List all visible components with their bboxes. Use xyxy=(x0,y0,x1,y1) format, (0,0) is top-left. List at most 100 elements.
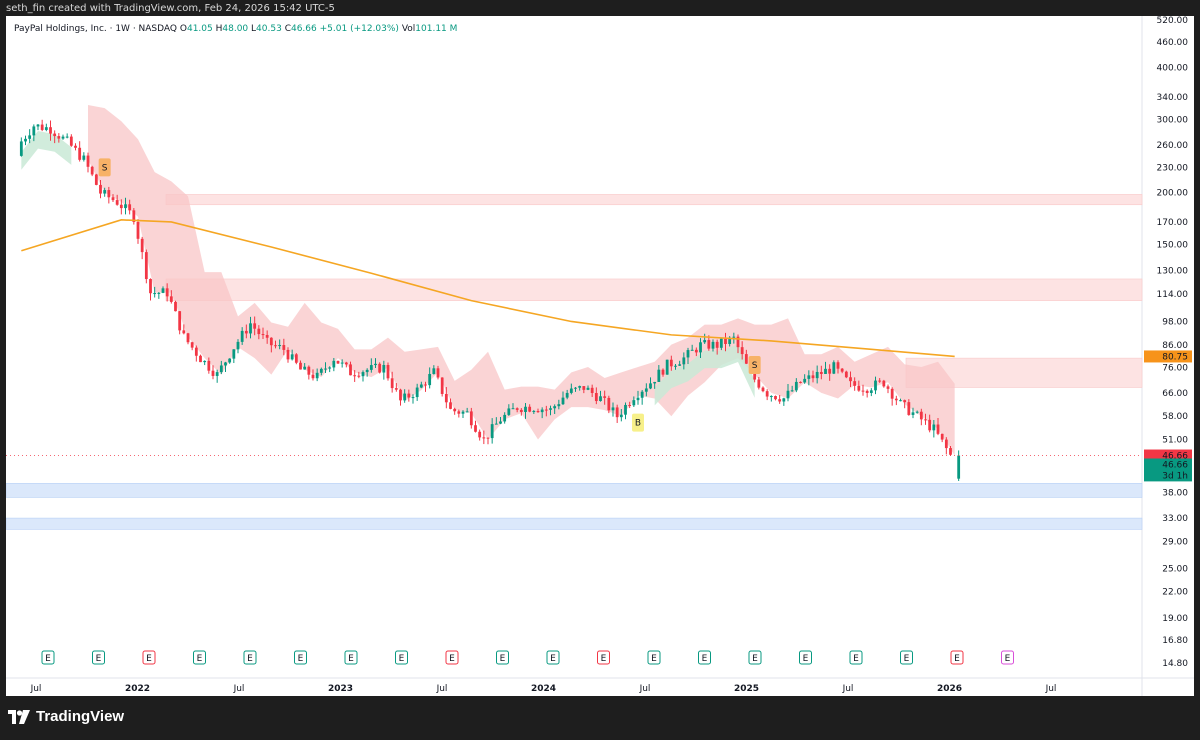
candle-body xyxy=(944,439,948,449)
earnings-icon[interactable] xyxy=(950,650,964,665)
candle-body xyxy=(828,368,832,374)
candle-body xyxy=(378,363,382,373)
earnings-icon[interactable] xyxy=(1001,650,1014,665)
earnings-icon[interactable] xyxy=(799,650,812,665)
open-value: 41.05 xyxy=(186,24,213,34)
earnings-icon-label: E xyxy=(651,654,657,664)
candle-body xyxy=(574,387,577,389)
candle-body xyxy=(765,391,769,397)
candle-body xyxy=(844,371,848,378)
close-label: C xyxy=(284,24,291,34)
earnings-icon[interactable] xyxy=(193,650,206,665)
candle-body xyxy=(440,377,444,394)
time-tick-label: 2023 xyxy=(328,684,353,694)
candle-body xyxy=(353,375,357,377)
candle-body xyxy=(24,138,27,142)
candle-body xyxy=(544,409,548,411)
earnings-icon[interactable] xyxy=(748,650,762,665)
candle-body xyxy=(57,136,61,139)
candle-body xyxy=(119,204,123,209)
earnings-icon[interactable] xyxy=(445,650,459,665)
price-chart[interactable]: S B S E E E E E E E E E E E E E E E E E E E E 520.00 460.00 400.0… xyxy=(6,16,1194,696)
candle-body xyxy=(636,397,640,401)
candle-body xyxy=(928,419,932,431)
candle-body xyxy=(182,330,186,334)
low-label: L xyxy=(251,24,257,34)
high-label: H xyxy=(215,24,223,34)
candle-body xyxy=(232,349,236,359)
candle-body xyxy=(674,365,677,367)
candle-body xyxy=(715,341,719,348)
candle-body xyxy=(178,311,182,331)
candle-body xyxy=(507,408,511,415)
earnings-icon[interactable] xyxy=(546,650,560,665)
earnings-icon[interactable] xyxy=(647,650,661,665)
candle-body xyxy=(40,124,44,130)
moving-average-line xyxy=(21,219,955,358)
candle-body xyxy=(490,424,494,439)
candle-body xyxy=(882,380,886,387)
candle-body xyxy=(561,397,565,405)
chart-area[interactable]: S B S E E E E E E E E E E E E E E E E E E E E 520.00 460.00 400.0… xyxy=(6,16,1194,696)
candle-body xyxy=(161,288,165,293)
candle-body xyxy=(449,402,452,409)
candle-body xyxy=(899,400,902,402)
signal-marker[interactable] xyxy=(632,413,644,432)
earnings-icon[interactable] xyxy=(294,650,307,665)
earnings-icon[interactable] xyxy=(597,650,610,665)
candle-body xyxy=(74,145,77,148)
earnings-icon[interactable] xyxy=(344,650,358,665)
candle-body xyxy=(499,421,502,424)
price-badge-label: 46.66 xyxy=(1162,452,1188,462)
candle-body xyxy=(53,133,57,137)
time-tick-label: 2022 xyxy=(125,684,150,694)
candle-body xyxy=(374,363,377,366)
candle-body xyxy=(19,141,23,156)
candle-body xyxy=(103,190,107,194)
plot-area[interactable] xyxy=(6,16,1142,678)
support-zone xyxy=(6,483,1143,498)
price-tick-label: 29.00 xyxy=(1162,537,1188,547)
symbol-title[interactable]: PayPal Holdings, Inc. · 1W · NASDAQ xyxy=(14,24,177,34)
price-tick-label: 66.00 xyxy=(1162,389,1188,399)
resistance-zone xyxy=(165,194,1143,206)
earnings-icon[interactable] xyxy=(849,650,863,665)
candle-body xyxy=(140,238,144,253)
candle-body xyxy=(282,345,286,350)
candle-body xyxy=(707,340,711,349)
candle-body xyxy=(711,341,715,349)
signal-marker[interactable] xyxy=(98,158,111,177)
candle-body xyxy=(319,368,323,373)
candle-body xyxy=(228,358,232,363)
price-badge xyxy=(1144,458,1192,471)
time-tick-label: Jul xyxy=(842,684,854,694)
earnings-icon-label: E xyxy=(1005,654,1011,664)
earnings-icon[interactable] xyxy=(92,650,105,665)
candle-body xyxy=(936,424,940,434)
candle-body xyxy=(144,252,148,280)
candle-body xyxy=(199,355,202,363)
candle-body xyxy=(615,407,619,418)
time-tick-label: 2024 xyxy=(531,684,556,694)
earnings-icon[interactable] xyxy=(496,650,509,665)
candle-body xyxy=(107,190,111,198)
signal-marker[interactable] xyxy=(748,356,761,375)
earnings-icon[interactable] xyxy=(900,650,913,665)
candle-body xyxy=(65,136,69,138)
price-tick-label: 16.80 xyxy=(1162,636,1188,646)
candle-body xyxy=(628,404,632,406)
candle-body xyxy=(549,408,552,410)
candle-body xyxy=(457,411,461,414)
candle-body xyxy=(257,328,261,335)
earnings-icon-label: E xyxy=(96,654,102,664)
earnings-icon[interactable] xyxy=(395,650,408,665)
earnings-icon[interactable] xyxy=(41,650,55,665)
candle-body xyxy=(849,377,852,382)
price-tick-label: 38.00 xyxy=(1162,489,1188,499)
earnings-icon[interactable] xyxy=(142,650,156,665)
earnings-icon[interactable] xyxy=(243,650,257,665)
tradingview-logo[interactable]: TradingView xyxy=(8,708,124,725)
price-tick-label: 98.00 xyxy=(1162,317,1188,327)
earnings-icon[interactable] xyxy=(698,650,711,665)
candle-body xyxy=(790,390,794,392)
